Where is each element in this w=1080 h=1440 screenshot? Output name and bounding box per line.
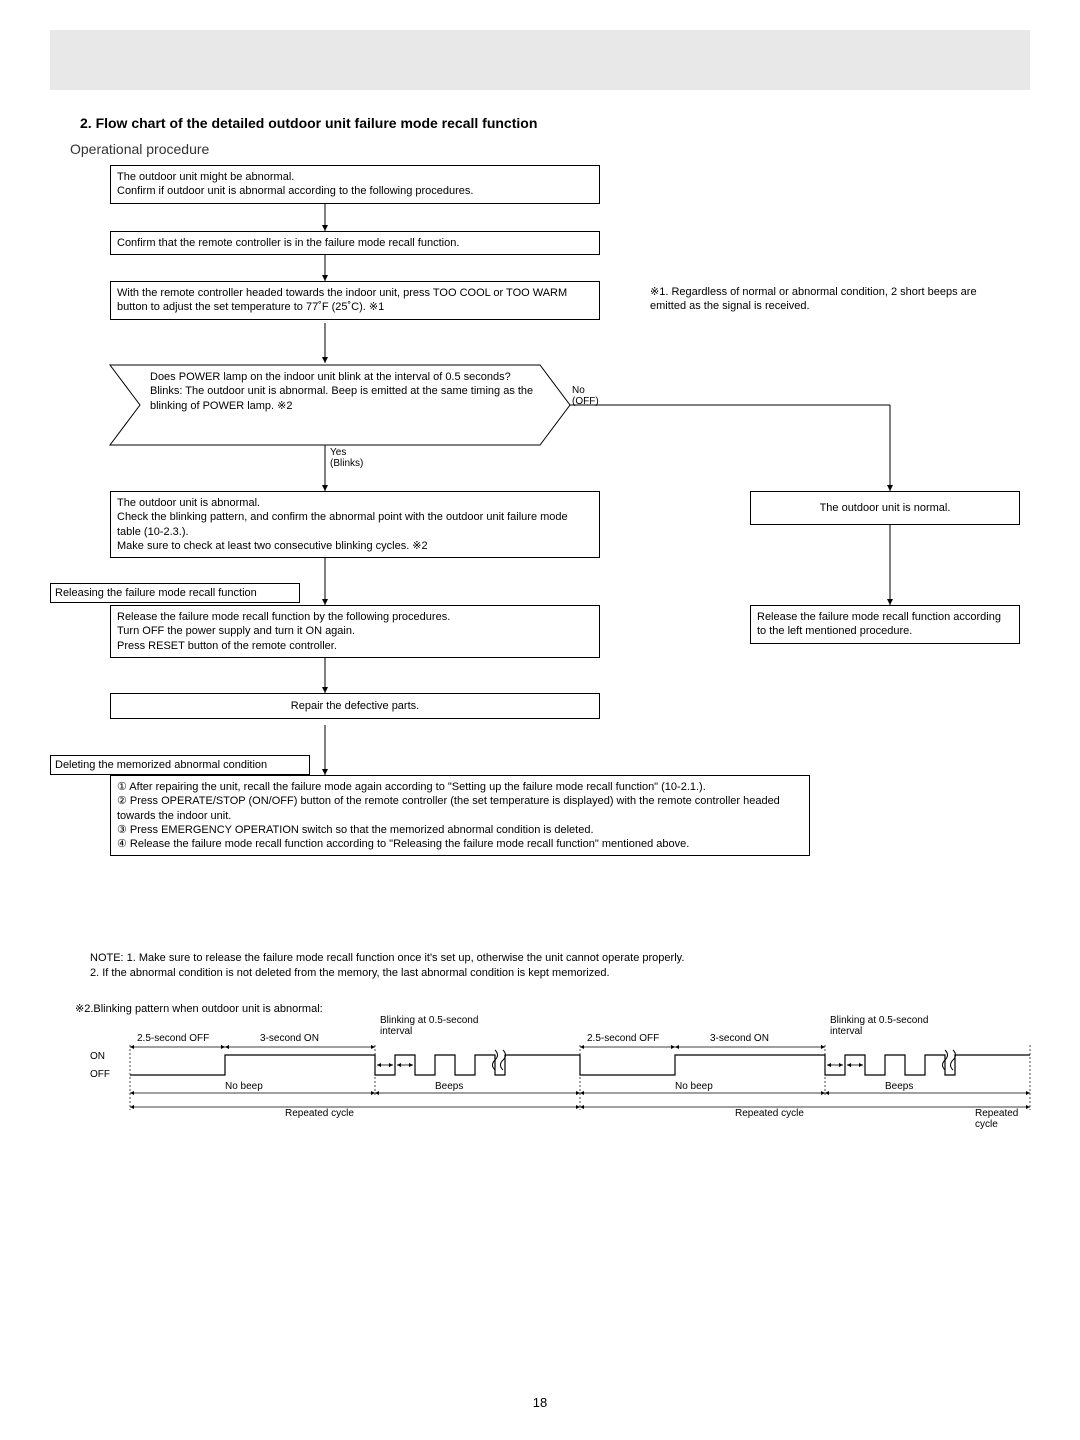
note-paragraph: NOTE: 1. Make sure to release the failur… <box>90 951 1030 982</box>
page-number: 18 <box>0 1395 1080 1410</box>
label-blink-2: Blinking at 0.5-second interval <box>830 1015 930 1037</box>
text: The outdoor unit might be abnormal. Conf… <box>117 171 473 197</box>
box-abnormal-check: The outdoor unit is abnormal. Check the … <box>110 491 600 558</box>
timing-diagram: ON OFF <box>75 1015 1035 1125</box>
label-beeps-1: Beeps <box>435 1081 463 1092</box>
label-repeat-3: Repeated cycle <box>975 1108 1035 1130</box>
label-25off-1: 2.5-second OFF <box>137 1033 209 1044</box>
label-repeat-1: Repeated cycle <box>285 1108 354 1119</box>
subheading: Operational procedure <box>70 141 1030 157</box>
text: ① After repairing the unit, recall the f… <box>117 781 780 850</box>
box-release-procedure: Release the failure mode recall function… <box>110 605 600 658</box>
text: Deleting the memorized abnormal conditio… <box>55 759 267 771</box>
flowchart: The outdoor unit might be abnormal. Conf… <box>50 165 1030 945</box>
box-delete-procedure: ① After repairing the unit, recall the f… <box>110 775 810 856</box>
text: The outdoor unit is abnormal. Check the … <box>117 497 568 552</box>
label-nobeep-2: No beep <box>675 1081 713 1092</box>
svg-text:ON: ON <box>90 1051 105 1062</box>
label-nobeep-1: No beep <box>225 1081 263 1092</box>
label-no: No (OFF) <box>572 385 599 407</box>
text: With the remote controller headed toward… <box>117 287 567 313</box>
text: Release the failure mode recall function… <box>117 611 450 652</box>
section-title: 2. Flow chart of the detailed outdoor un… <box>80 115 1030 131</box>
label-deleting: Deleting the memorized abnormal conditio… <box>50 755 310 775</box>
label-blink-1: Blinking at 0.5-second interval <box>380 1015 480 1037</box>
label-beeps-2: Beeps <box>885 1081 913 1092</box>
text: Releasing the failure mode recall functi… <box>55 587 257 599</box>
timing-title: ※2.Blinking pattern when outdoor unit is… <box>75 1002 1030 1015</box>
box-press-too: With the remote controller headed toward… <box>110 281 600 320</box>
svg-text:OFF: OFF <box>90 1069 110 1080</box>
text: ※1. Regardless of normal or abnormal con… <box>650 286 977 312</box>
box-normal: The outdoor unit is normal. <box>750 491 1020 525</box>
box-confirm-remote: Confirm that the remote controller is in… <box>110 231 600 255</box>
text: Does POWER lamp on the indoor unit blink… <box>150 371 533 412</box>
text: Confirm that the remote controller is in… <box>117 237 459 249</box>
box-release-right: Release the failure mode recall function… <box>750 605 1020 644</box>
decision-text: Does POWER lamp on the indoor unit blink… <box>150 370 550 413</box>
label-3on-1: 3-second ON <box>260 1033 319 1044</box>
label-3on-2: 3-second ON <box>710 1033 769 1044</box>
text: Release the failure mode recall function… <box>757 611 1001 637</box>
label-25off-2: 2.5-second OFF <box>587 1033 659 1044</box>
sidenote-1: ※1. Regardless of normal or abnormal con… <box>650 285 1010 314</box>
header-band <box>50 30 1030 90</box>
box-confirm-abnormal: The outdoor unit might be abnormal. Conf… <box>110 165 600 204</box>
text: The outdoor unit is normal. <box>820 501 951 515</box>
box-repair: Repair the defective parts. <box>110 693 600 719</box>
label-yes: Yes (Blinks) <box>330 447 363 469</box>
label-releasing: Releasing the failure mode recall functi… <box>50 583 300 603</box>
label-repeat-2: Repeated cycle <box>735 1108 804 1119</box>
text: Repair the defective parts. <box>291 699 419 713</box>
